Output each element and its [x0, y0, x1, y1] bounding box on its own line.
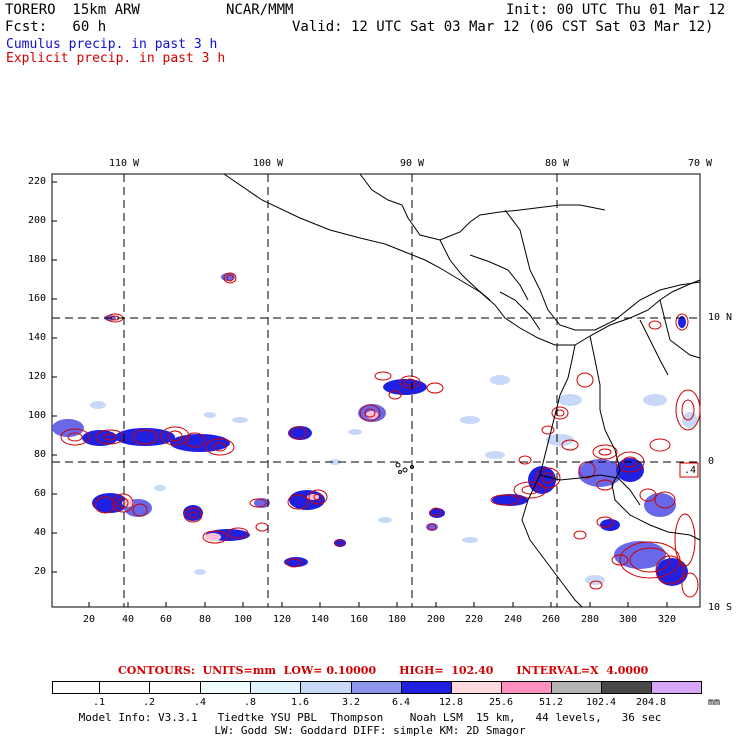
- x-tick-160: 160: [349, 614, 369, 625]
- lat-label-0: 0: [708, 456, 715, 467]
- colorbar-label-11: 204.8: [635, 697, 667, 708]
- heavy-precip-areas: [122, 411, 378, 541]
- cumulus-precip-areas: [52, 273, 688, 586]
- x-tick-260: 260: [541, 614, 561, 625]
- model-title: TORERO 15km ARW: [5, 2, 140, 18]
- init-time: Init: 00 UTC Thu 01 Mar 12: [506, 2, 726, 18]
- y-tick-60: 60: [33, 488, 46, 499]
- x-tick-140: 140: [310, 614, 330, 625]
- explicit-precip-contours: [60, 272, 701, 598]
- light-precip-areas: [90, 375, 698, 585]
- y-tick-220: 220: [27, 176, 46, 187]
- y-tick-100: 100: [27, 410, 46, 421]
- model-info-line2: LW: Godd SW: Goddard DIFF: simple KM: 2D…: [214, 724, 526, 737]
- x-tick-240: 240: [503, 614, 523, 625]
- lon-label-100w: 100 W: [252, 158, 284, 169]
- high-marker-box: [679, 462, 699, 478]
- y-tick-160: 160: [27, 293, 46, 304]
- colorbar-box-6: [351, 681, 402, 694]
- colorbar-label-1: .2: [142, 697, 156, 708]
- colorbar-box-5: [300, 681, 352, 694]
- map-frame: [51, 173, 701, 608]
- y-tick-80: 80: [33, 449, 46, 460]
- x-tick-220: 220: [464, 614, 484, 625]
- colorbar-box-7: [401, 681, 452, 694]
- colorbar-box-11: [601, 681, 652, 694]
- colorbar-label-0: .1: [92, 697, 106, 708]
- colorbar-box-10: [551, 681, 602, 694]
- y-tick-140: 140: [27, 332, 46, 343]
- explicit-legend: Explicit precip. in past 3 h: [6, 51, 226, 66]
- x-tick-40: 40: [121, 614, 135, 625]
- lon-label-80w: 80 W: [544, 158, 570, 169]
- y-tick-200: 200: [27, 215, 46, 226]
- lat-label-10s: 10 S: [708, 602, 733, 613]
- colorbar-box-12: [651, 681, 702, 694]
- colorbar-label-3: .8: [243, 697, 257, 708]
- lat-label-10n: 10 N: [708, 312, 733, 323]
- lon-label-70w: 70 W: [687, 158, 713, 169]
- y-tick-120: 120: [27, 371, 46, 382]
- colorbar-label-9: 51.2: [538, 697, 564, 708]
- lon-label-110w: 110 W: [108, 158, 140, 169]
- x-tick-120: 120: [272, 614, 292, 625]
- valid-time: Valid: 12 UTC Sat 03 Mar 12 (06 CST Sat …: [292, 19, 714, 35]
- colorbar-box-9: [501, 681, 552, 694]
- colorbar-label-7: 12.8: [438, 697, 464, 708]
- contour-info: CONTOURS: UNITS=mm LOW= 0.10000 HIGH= 10…: [118, 664, 649, 677]
- x-tick-60: 60: [159, 614, 173, 625]
- colorbar-unit: mm: [707, 697, 721, 708]
- axis-ticks: [52, 181, 668, 607]
- x-tick-200: 200: [426, 614, 446, 625]
- colorbar-box-8: [451, 681, 502, 694]
- lon-label-90w: 90 W: [399, 158, 425, 169]
- colorbar-box-0: [52, 681, 100, 694]
- x-tick-280: 280: [580, 614, 600, 625]
- colorbar-label-10: 102.4: [585, 697, 617, 708]
- latlon-grid: [52, 174, 700, 607]
- colorbar-box-1: [99, 681, 150, 694]
- colorbar-label-2: .4: [193, 697, 207, 708]
- colorbar-box-3: [200, 681, 251, 694]
- colorbar-box-2: [149, 681, 201, 694]
- y-tick-40: 40: [33, 527, 46, 538]
- y-tick-20: 20: [33, 566, 46, 577]
- colorbar-label-5: 3.2: [341, 697, 361, 708]
- colorbar-label-8: 25.6: [488, 697, 514, 708]
- y-tick-180: 180: [27, 254, 46, 265]
- forecast-hour: Fcst: 60 h: [5, 19, 107, 35]
- colorbar-label-6: 6.4: [391, 697, 411, 708]
- x-tick-100: 100: [233, 614, 253, 625]
- x-tick-20: 20: [82, 614, 96, 625]
- cumulus-legend: Cumulus precip. in past 3 h: [6, 37, 218, 52]
- model-info-line1: Model Info: V3.3.1 Tiedtke YSU PBL Thomp…: [78, 711, 662, 724]
- colorbar-label-4: 1.6: [290, 697, 310, 708]
- colorbar-box-4: [250, 681, 301, 694]
- x-tick-320: 320: [657, 614, 677, 625]
- high-marker-label: .4: [684, 465, 697, 476]
- coastlines: [223, 173, 701, 608]
- x-tick-80: 80: [198, 614, 212, 625]
- x-tick-300: 300: [618, 614, 638, 625]
- x-tick-180: 180: [387, 614, 407, 625]
- center-label: NCAR/MMM: [226, 2, 294, 18]
